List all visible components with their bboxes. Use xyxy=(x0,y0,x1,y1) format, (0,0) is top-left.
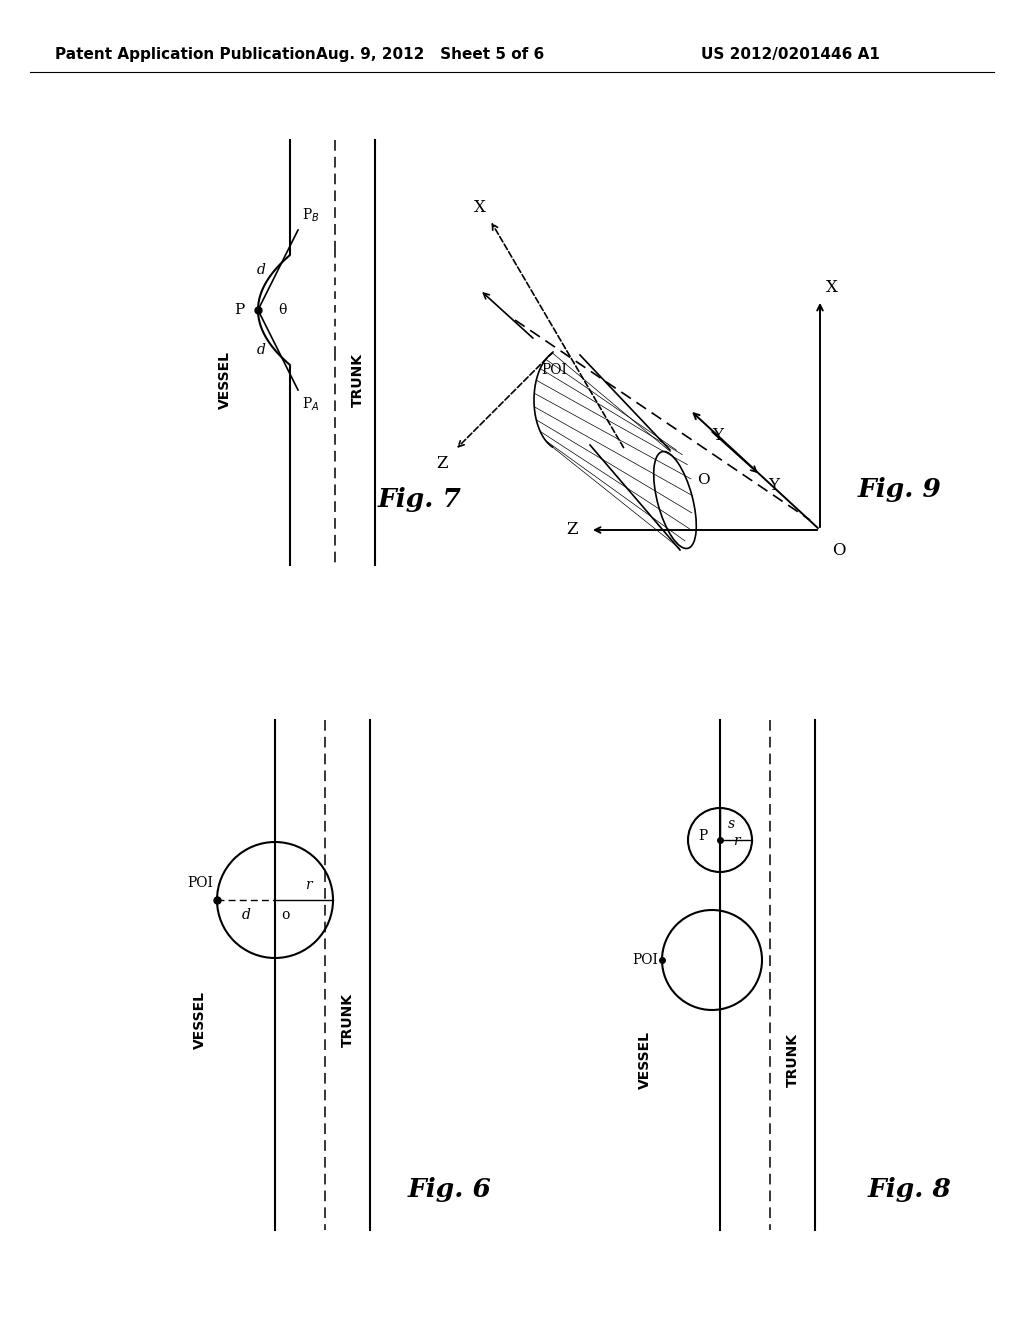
Text: Z: Z xyxy=(566,521,578,539)
Text: TRUNK: TRUNK xyxy=(786,1034,800,1086)
Text: P$_A$: P$_A$ xyxy=(302,396,319,413)
Text: s: s xyxy=(728,817,735,832)
Text: TRUNK: TRUNK xyxy=(341,993,355,1047)
Text: POI: POI xyxy=(632,953,658,968)
Text: Fig. 6: Fig. 6 xyxy=(408,1177,492,1203)
Text: Aug. 9, 2012   Sheet 5 of 6: Aug. 9, 2012 Sheet 5 of 6 xyxy=(315,48,544,62)
Text: O: O xyxy=(831,543,846,558)
Text: r: r xyxy=(733,834,739,847)
Text: VESSEL: VESSEL xyxy=(218,351,232,409)
Text: O: O xyxy=(697,473,710,487)
Text: r: r xyxy=(305,878,311,892)
Text: X: X xyxy=(826,280,838,297)
Text: d: d xyxy=(242,908,251,921)
Text: Fig. 7: Fig. 7 xyxy=(378,487,462,512)
Text: Fig. 9: Fig. 9 xyxy=(858,478,942,503)
Text: POI: POI xyxy=(541,363,567,378)
Text: Y: Y xyxy=(768,478,779,495)
Text: X: X xyxy=(474,198,486,215)
Text: d: d xyxy=(257,343,266,356)
Text: P: P xyxy=(233,304,244,317)
Text: US 2012/0201446 A1: US 2012/0201446 A1 xyxy=(700,48,880,62)
Text: P$_B$: P$_B$ xyxy=(302,207,319,224)
Text: TRUNK: TRUNK xyxy=(351,352,365,407)
Text: o: o xyxy=(281,908,290,921)
Text: POI: POI xyxy=(187,876,213,890)
Text: Patent Application Publication: Patent Application Publication xyxy=(54,48,315,62)
Text: VESSEL: VESSEL xyxy=(638,1031,652,1089)
Text: d: d xyxy=(257,263,266,277)
Text: θ: θ xyxy=(278,304,287,317)
Text: Y: Y xyxy=(712,426,723,444)
Text: Z: Z xyxy=(436,454,447,471)
Text: Fig. 8: Fig. 8 xyxy=(868,1177,952,1203)
Text: VESSEL: VESSEL xyxy=(193,991,207,1049)
Text: P: P xyxy=(698,829,708,843)
